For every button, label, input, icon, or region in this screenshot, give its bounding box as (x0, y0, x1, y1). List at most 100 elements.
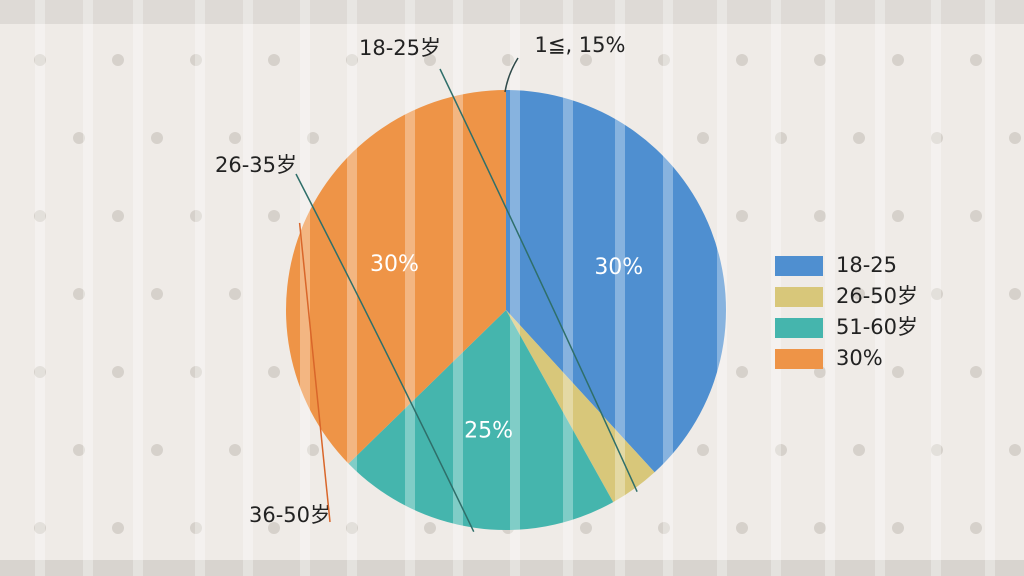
peg-hole (346, 522, 358, 534)
peg-hole (853, 288, 865, 300)
slice-labels: 30% 25% 30% (370, 252, 643, 444)
peg-hole (970, 210, 982, 222)
peg-hole (931, 444, 943, 456)
peg-hole (424, 522, 436, 534)
wire-bar (563, 0, 573, 576)
peg-hole (73, 444, 85, 456)
slice-callout-label: 18-25岁 (359, 36, 441, 60)
peg-hole (151, 288, 163, 300)
wire-bar (663, 0, 673, 576)
peg-hole (190, 522, 202, 534)
peg-hole (151, 444, 163, 456)
peg-hole (229, 288, 241, 300)
legend-label: 51-60岁 (836, 315, 918, 339)
peg-hole (697, 132, 709, 144)
wire-bar (83, 0, 93, 576)
peg-hole (970, 522, 982, 534)
peg-hole (268, 366, 280, 378)
wire-bar (133, 0, 143, 576)
peg-hole (892, 54, 904, 66)
peg-hole (424, 54, 436, 66)
peg-hole (775, 444, 787, 456)
peg-hole (73, 288, 85, 300)
peg-hole (580, 522, 592, 534)
peg-hole (229, 132, 241, 144)
peg-hole (814, 54, 826, 66)
callout-leader-line (295, 173, 475, 532)
peg-hole (736, 366, 748, 378)
peg-hole (658, 54, 670, 66)
peg-hole (34, 54, 46, 66)
peg-hole (580, 54, 592, 66)
legend-swatch (775, 287, 823, 307)
wire-bar (510, 0, 520, 576)
peg-hole (892, 366, 904, 378)
pie-slice (286, 90, 506, 464)
peg-hole (775, 132, 787, 144)
peg-hole (853, 444, 865, 456)
peg-hole (34, 522, 46, 534)
wire-bar (243, 0, 253, 576)
peg-hole (736, 210, 748, 222)
wire-bar (300, 0, 310, 576)
callout-leader-line (504, 57, 519, 93)
slice-callout-label: 26-35岁 (215, 153, 297, 177)
wire-bar (985, 0, 995, 576)
callout-leader-line (439, 68, 638, 492)
peg-hole (268, 210, 280, 222)
peg-hole (190, 366, 202, 378)
callout-labels: 18-25岁 26-35岁 36-50岁 1≦, 15% (215, 33, 638, 532)
legend-label: 18-25 (836, 253, 897, 277)
peg-hole (697, 444, 709, 456)
slice-percent-label: 30% (594, 255, 643, 280)
peg-hole (1009, 444, 1021, 456)
callout-leader-line (298, 222, 331, 523)
peg-hole (736, 522, 748, 534)
peg-hole (814, 210, 826, 222)
wire-bar (931, 0, 941, 576)
peg-hole (814, 522, 826, 534)
peg-hole (190, 54, 202, 66)
bottom-frame (0, 560, 1024, 576)
peg-hole (112, 366, 124, 378)
wire-bar (615, 0, 625, 576)
peg-hole (1009, 288, 1021, 300)
peg-hole (853, 132, 865, 144)
peg-hole (970, 54, 982, 66)
peg-hole (892, 522, 904, 534)
legend-swatch (775, 318, 823, 338)
peg-hole (658, 522, 670, 534)
peg-hole (1009, 132, 1021, 144)
peg-hole (307, 444, 319, 456)
wire-bar (453, 0, 463, 576)
wire-bar (405, 0, 415, 576)
peg-hole (112, 522, 124, 534)
peg-hole (112, 54, 124, 66)
peg-hole (190, 210, 202, 222)
peg-hole (931, 132, 943, 144)
wire-bar (195, 0, 205, 576)
wire-bar (35, 0, 45, 576)
wire-bar (875, 0, 885, 576)
slice-callout-label: 36-50岁 (249, 503, 331, 527)
legend: 18-25 26-50岁 51-60岁 30% (775, 253, 918, 370)
slice-percent-label: 30% (370, 252, 419, 277)
top-frame (0, 0, 1024, 24)
peg-hole (307, 132, 319, 144)
peg-hole (970, 366, 982, 378)
slice-percent-label: 25% (464, 419, 513, 444)
legend-swatch (775, 349, 823, 369)
pie-slices (286, 90, 726, 530)
peg-hole (151, 132, 163, 144)
legend-swatch (775, 256, 823, 276)
peg-hole (112, 210, 124, 222)
peg-hole (268, 54, 280, 66)
legend-label: 26-50岁 (836, 284, 918, 308)
wire-bar (717, 0, 727, 576)
peg-hole (346, 54, 358, 66)
peg-hole (268, 522, 280, 534)
peg-hole (736, 54, 748, 66)
peg-hole (931, 288, 943, 300)
